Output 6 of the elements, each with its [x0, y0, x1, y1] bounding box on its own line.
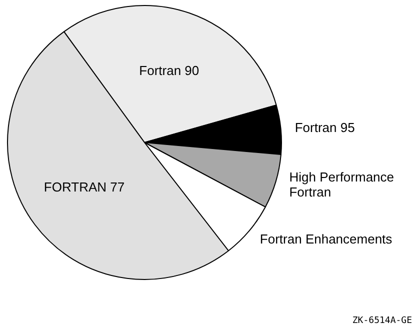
slice-label: Fortran 95 [294, 120, 355, 135]
slice-label: Fortran Enhancements [260, 231, 393, 246]
text: ZK-6514A-GE [352, 316, 412, 326]
slice-label: High Performance Fortran [289, 170, 394, 200]
slice-label: FORTRAN 77 [44, 179, 125, 194]
slice-label: Fortran 90 [139, 62, 200, 78]
